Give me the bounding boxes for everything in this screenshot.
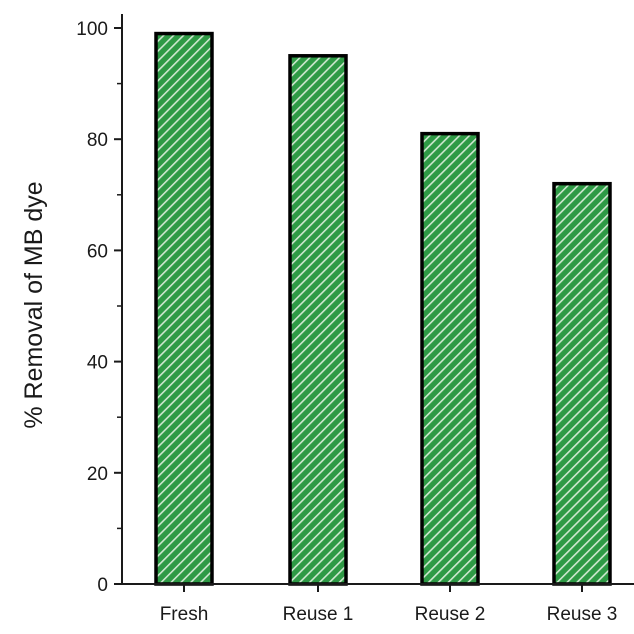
y-tick-label: 80	[87, 130, 108, 151]
bar-reuse-2	[420, 131, 480, 586]
bar-reuse-1	[288, 54, 348, 586]
x-tick-label: Reuse 2	[415, 604, 486, 625]
y-tick-label: 0	[97, 575, 108, 596]
y-tick-label: 100	[76, 19, 108, 40]
y-tick-label: 20	[87, 464, 108, 485]
x-tick-label: Reuse 3	[547, 604, 618, 625]
bars-layer	[154, 31, 612, 586]
x-tick-label: Reuse 1	[283, 604, 354, 625]
bar-fresh	[154, 31, 214, 586]
y-tick-label: 60	[87, 241, 108, 262]
y-tick-label: 40	[87, 353, 108, 374]
x-tick-label: Fresh	[160, 604, 209, 625]
bar-reuse-3	[552, 181, 612, 586]
axes-layer: 0 20 40 60 80 100 Fresh Reuse 1 Reuse 2 Reuse 3	[76, 14, 634, 625]
y-axis-title: % Removal of MB dye	[20, 181, 48, 428]
